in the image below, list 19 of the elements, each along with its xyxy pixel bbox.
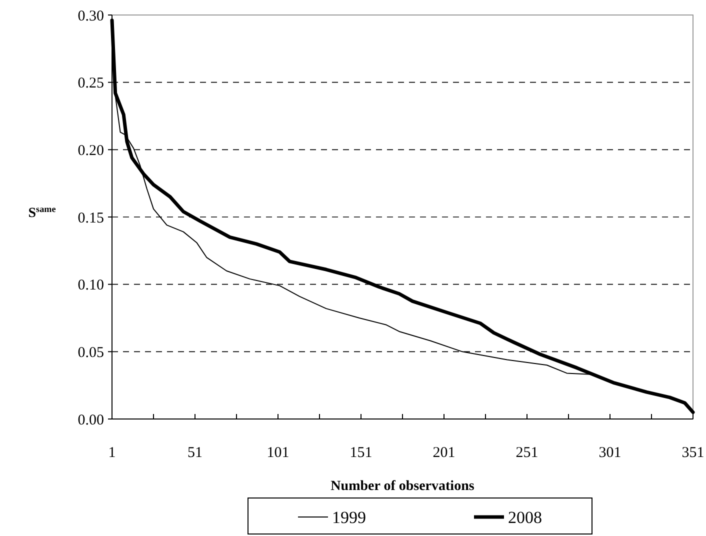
x-tick-label: 351: [682, 445, 704, 461]
y-tick-label: 0.15: [78, 210, 104, 226]
y-tick-label: 0.20: [78, 142, 104, 159]
legend-label: 1999: [332, 508, 366, 527]
x-axis-title: Number of observations: [330, 479, 475, 494]
x-tick-label: 301: [598, 445, 622, 461]
x-tick-label: 251: [516, 445, 538, 461]
x-tick-label: 201: [432, 445, 456, 461]
legend-label: 2008: [508, 508, 542, 527]
y-tick-label: 0.00: [78, 412, 104, 428]
x-tick-label: 1: [108, 445, 116, 461]
y-axis-title: S$^{same}$: [28, 204, 56, 221]
x-tick-label: 51: [188, 445, 202, 461]
x-tick-label: 101: [266, 445, 290, 461]
y-tick-label: 0.10: [78, 278, 104, 294]
x-tick-label: 151: [350, 445, 372, 461]
y-tick-label: 0.05: [78, 344, 104, 361]
y-tick-label: 0.25: [78, 76, 104, 92]
y-tick-label: 0.30: [78, 8, 104, 24]
